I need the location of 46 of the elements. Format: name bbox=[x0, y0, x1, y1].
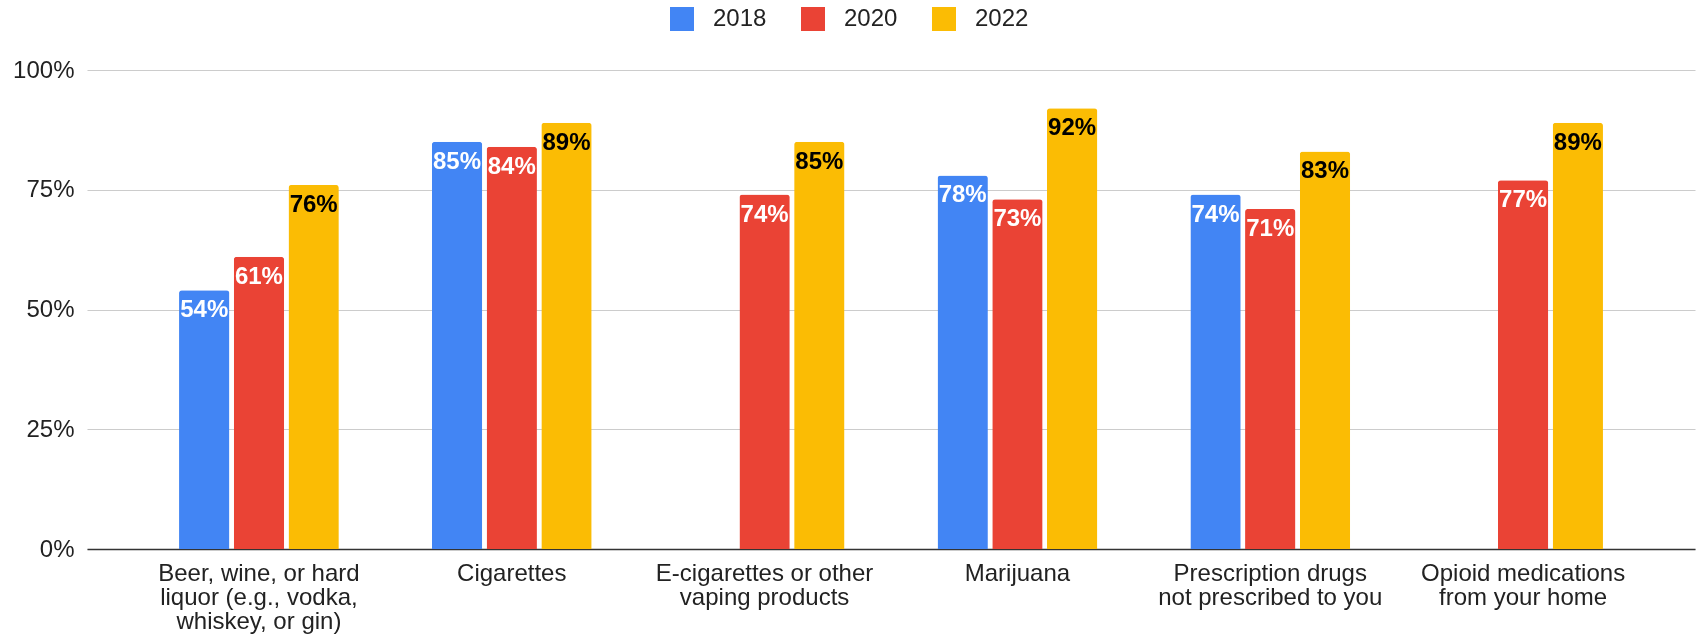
bar bbox=[233, 256, 285, 549]
data-label: 76% bbox=[289, 189, 338, 217]
data-label: 89% bbox=[542, 127, 591, 155]
bar bbox=[937, 175, 988, 549]
data-label: 84% bbox=[487, 151, 536, 179]
y-tick-label: 25% bbox=[26, 414, 75, 442]
bar bbox=[1245, 208, 1296, 549]
data-label: 74% bbox=[740, 199, 789, 227]
x-tick-label: Opioid medications from your home bbox=[1421, 558, 1626, 610]
bar bbox=[1190, 194, 1241, 549]
data-label: 92% bbox=[1048, 113, 1097, 141]
bar bbox=[486, 146, 537, 549]
bar bbox=[794, 141, 845, 549]
legend-label: 2020 bbox=[844, 4, 898, 31]
bar bbox=[1497, 180, 1549, 549]
data-label: 78% bbox=[938, 180, 987, 208]
bar bbox=[179, 290, 230, 549]
legend-label: 2022 bbox=[975, 4, 1029, 31]
x-tick-label: Beer, wine, or hard liquor (e.g., vodka, whiskey, or gin) bbox=[158, 558, 360, 634]
bar bbox=[431, 141, 483, 549]
bar bbox=[1046, 108, 1098, 549]
y-tick-label: 100% bbox=[13, 55, 75, 83]
data-label: 61% bbox=[234, 261, 283, 289]
x-tick-label: Marijuana bbox=[964, 558, 1071, 586]
data-label: 85% bbox=[433, 146, 482, 174]
y-tick-label: 75% bbox=[26, 175, 75, 203]
data-label: 54% bbox=[180, 295, 229, 323]
y-tick-label: 0% bbox=[39, 534, 75, 562]
bar bbox=[541, 122, 592, 549]
data-label: 85% bbox=[795, 146, 844, 174]
x-tick-label: Cigarettes bbox=[457, 558, 567, 586]
data-label: 83% bbox=[1300, 156, 1349, 184]
x-tick-label: Prescription drugs not prescribed to you bbox=[1158, 558, 1383, 610]
bar bbox=[739, 194, 790, 549]
bar bbox=[1552, 122, 1603, 549]
data-label: 71% bbox=[1246, 213, 1295, 241]
data-label: 77% bbox=[1499, 185, 1548, 213]
data-label: 73% bbox=[993, 204, 1042, 232]
bar bbox=[1299, 151, 1351, 549]
bar bbox=[992, 199, 1043, 549]
data-label: 89% bbox=[1553, 127, 1602, 155]
data-label: 74% bbox=[1191, 199, 1240, 227]
y-tick-label: 50% bbox=[26, 295, 75, 322]
x-tick-label: E-cigarettes or other vaping products bbox=[655, 558, 874, 610]
bar bbox=[288, 184, 339, 549]
legend-label: 2018 bbox=[713, 4, 767, 31]
